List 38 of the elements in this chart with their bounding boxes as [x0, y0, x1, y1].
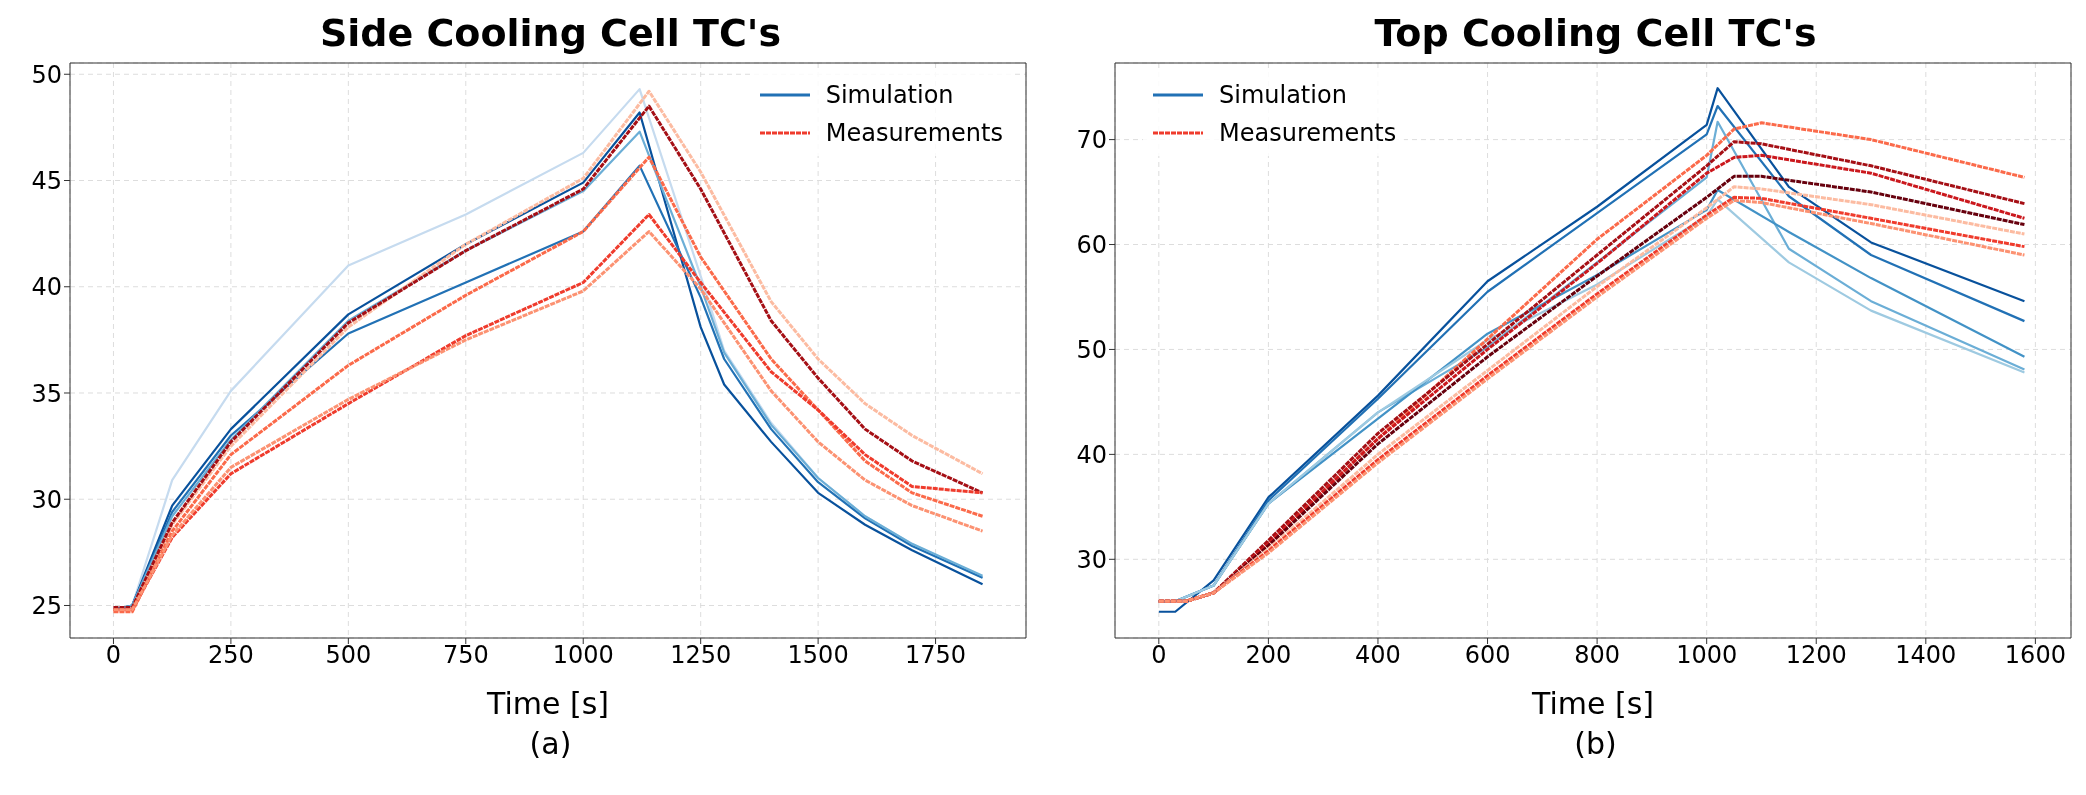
x-tick-label: 0 [105, 641, 122, 670]
x-tick-label: 600 [1464, 641, 1511, 670]
y-tick-label: 50 [31, 60, 62, 89]
x-tick-label: 750 [442, 641, 489, 670]
x-tick-label: 1000 [1676, 641, 1738, 670]
x-tick-label: 1600 [2004, 641, 2066, 670]
x-tick-label: 1000 [552, 641, 614, 670]
y-tick-label: 30 [1076, 545, 1107, 574]
chart-title: Side Cooling Cell TC's [318, 10, 783, 57]
text: (a) [528, 726, 573, 761]
y-tick-label: 60 [1076, 231, 1107, 260]
x-tick-label: 250 [207, 641, 254, 670]
x-tick-label: 1500 [787, 641, 849, 670]
legend-label: Simulation [1219, 80, 1347, 111]
x-tick-label: 800 [1574, 641, 1621, 670]
y-tick-label: 50 [1076, 335, 1107, 364]
x-axis-title: Time [s] [1531, 686, 1654, 721]
x-tick-label: 1750 [905, 641, 967, 670]
x-tick-label: 500 [325, 641, 372, 670]
x-tick-label: 1250 [670, 641, 732, 670]
x-tick-label: 1400 [1895, 641, 1957, 670]
legend-label: Measurements [825, 118, 1003, 149]
y-tick-label: 40 [31, 273, 62, 302]
x-tick-label: 0 [1151, 641, 1167, 670]
text: (b) [1573, 726, 1618, 761]
legend-label: Simulation [825, 80, 954, 111]
x-tick-label: 400 [1355, 641, 1401, 670]
y-tick-label: 70 [1076, 126, 1107, 155]
chart-title: Top Cooling Cell TC's [1373, 10, 1818, 57]
y-tick-label: 25 [31, 592, 62, 621]
x-tick-label: 200 [1245, 641, 1292, 670]
y-tick-label: 35 [31, 379, 62, 408]
y-tick-label: 45 [31, 167, 62, 196]
y-tick-label: 30 [31, 485, 62, 514]
legend-label: Measurements [1219, 118, 1397, 149]
x-tick-label: 1200 [1785, 641, 1847, 670]
x-axis-title: Time [s] [486, 686, 609, 721]
y-tick-label: 40 [1076, 440, 1107, 469]
